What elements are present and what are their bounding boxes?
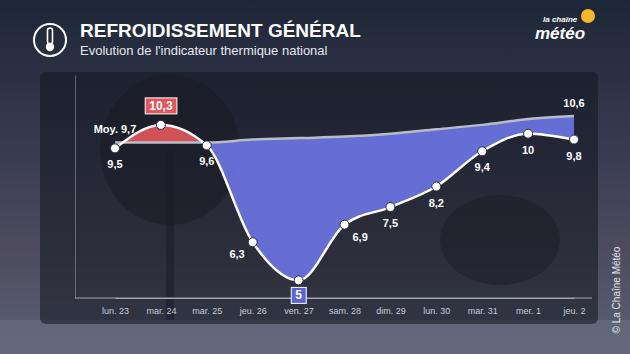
chart-container: REFROIDISSEMENT GÉNÉRAL Evolution de l'in… bbox=[0, 0, 630, 354]
warm-area bbox=[115, 116, 574, 280]
data-label: 9,6 bbox=[199, 155, 214, 167]
logo-text: météo bbox=[535, 24, 585, 43]
x-tick-label: sam. 28 bbox=[329, 306, 361, 316]
y-axis-line bbox=[75, 76, 76, 299]
x-tick: sam. 28 bbox=[329, 306, 361, 316]
x-tick-label: mar. 31 bbox=[468, 306, 498, 316]
data-label: 10,3 bbox=[149, 99, 173, 113]
logo: la chaînemétéo bbox=[535, 9, 595, 43]
data-label: 6,9 bbox=[353, 231, 368, 243]
data-point bbox=[202, 141, 211, 150]
x-tick: mar. 25 bbox=[192, 306, 222, 316]
x-tick-label: ven. 27 bbox=[284, 306, 314, 316]
data-label: 6,3 bbox=[229, 248, 244, 260]
x-tick: jeu. 26 bbox=[239, 306, 267, 316]
x-axis: lun. 23 mar. 24 mar. 25 jeu. 26 ven. 27 sam. … bbox=[102, 299, 586, 317]
data-label: 9,5 bbox=[107, 158, 122, 170]
data-label: Moy. 9,7 bbox=[94, 123, 137, 135]
data-point bbox=[156, 120, 165, 129]
x-tick: lun. 23 bbox=[102, 306, 129, 316]
x-tick: lun. 30 bbox=[423, 306, 450, 316]
data-label: 9,8 bbox=[566, 150, 581, 162]
icon-bulb bbox=[46, 43, 54, 51]
x-tick-label: mar. 24 bbox=[146, 306, 176, 316]
icon-ring bbox=[34, 24, 66, 56]
logo-text: la chaîne bbox=[543, 15, 578, 24]
x-tick: ven. 27 bbox=[284, 306, 314, 316]
x-tick-label: mer. 1 bbox=[516, 306, 541, 316]
logo-sun bbox=[581, 9, 595, 23]
data-labels: 9,5 10,3 9,6 6,3 5 6,9 7,5 8,2 9,4 10 9,8 Moy. 9,7 1… bbox=[94, 97, 585, 303]
x-tick: mar. 31 bbox=[468, 306, 498, 316]
background bbox=[0, 0, 630, 354]
data-point bbox=[570, 135, 579, 144]
data-point bbox=[248, 238, 257, 247]
x-tick-label: dim. 29 bbox=[376, 306, 406, 316]
data-label: 10 bbox=[522, 144, 534, 156]
chart-svg: REFROIDISSEMENT GÉNÉRAL Evolution de l'in… bbox=[0, 0, 630, 354]
x-tick-label: lun. 30 bbox=[423, 306, 450, 316]
x-tick: dim. 29 bbox=[376, 306, 406, 316]
x-tick-label: lun. 23 bbox=[102, 306, 129, 316]
highlight-label: 10,3 bbox=[145, 98, 177, 114]
icon-stem bbox=[48, 28, 53, 44]
data-point bbox=[524, 129, 533, 138]
plot-panel bbox=[40, 72, 598, 324]
x-tick-label: mar. 25 bbox=[192, 306, 222, 316]
series-line bbox=[115, 125, 574, 281]
data-point bbox=[111, 144, 120, 153]
x-tick: mar. 24 bbox=[146, 306, 176, 316]
baseline bbox=[75, 298, 592, 299]
y-axis bbox=[75, 76, 76, 299]
data-label: 5 bbox=[295, 288, 302, 302]
plot-area bbox=[111, 116, 579, 285]
data-point bbox=[478, 147, 487, 156]
subtitle: Evolution de l'indicateur thermique nati… bbox=[80, 43, 328, 58]
label-box bbox=[145, 98, 177, 114]
x-tick-label: jeu. 26 bbox=[239, 306, 267, 316]
data-label: 9,4 bbox=[475, 161, 491, 173]
thermometer-icon bbox=[34, 24, 66, 56]
title: REFROIDISSEMENT GÉNÉRAL bbox=[80, 20, 361, 41]
data-point bbox=[294, 276, 303, 285]
data-label: 10,6 bbox=[563, 97, 584, 109]
x-tick: mer. 1 bbox=[516, 306, 541, 316]
x-tick: jeu. 2 bbox=[562, 306, 585, 316]
data-point bbox=[340, 220, 349, 229]
cold-area bbox=[115, 116, 574, 280]
label-box bbox=[291, 287, 306, 303]
ground bbox=[0, 320, 630, 354]
data-point bbox=[386, 203, 395, 212]
data-label: 8,2 bbox=[429, 197, 444, 209]
x-axis-line bbox=[116, 298, 575, 299]
copyright: © La Chaîne Météo bbox=[611, 246, 622, 333]
data-label: 7,5 bbox=[383, 217, 398, 229]
data-point bbox=[432, 182, 441, 191]
x-tick-label: jeu. 2 bbox=[562, 306, 585, 316]
highlight-label: 5 bbox=[291, 287, 306, 303]
